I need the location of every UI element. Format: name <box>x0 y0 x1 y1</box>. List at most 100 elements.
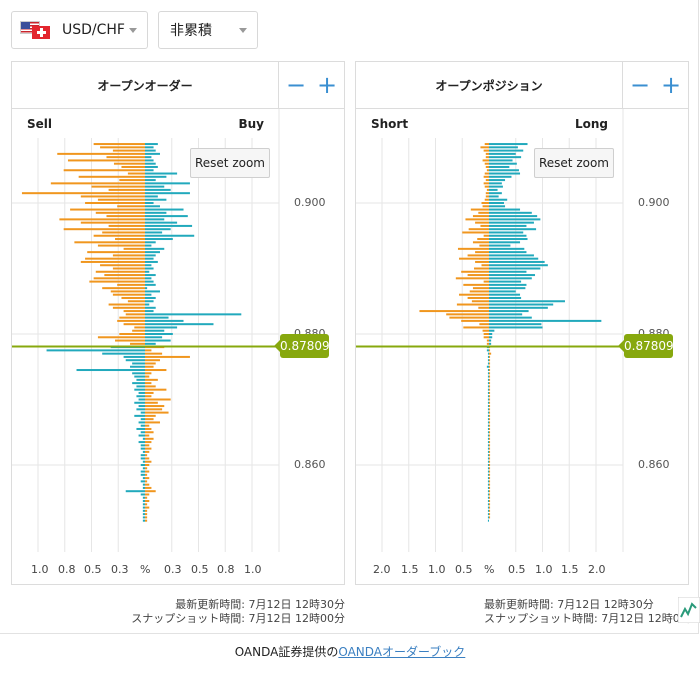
left-bar <box>67 159 145 162</box>
reset-zoom-button[interactable]: Reset zoom <box>190 148 270 178</box>
positions-snapshot-time: スナップショット時間: 7月12日 12時00分 <box>484 612 698 625</box>
right-bar <box>145 159 154 162</box>
left-bar <box>142 483 145 486</box>
left-bar <box>80 221 145 224</box>
zoom-controls: − + <box>279 62 344 109</box>
zoom-in-button[interactable]: + <box>316 71 338 99</box>
left-bar <box>125 359 145 362</box>
right-bar <box>145 408 163 411</box>
right-bar <box>489 427 491 430</box>
right-bar <box>145 247 165 250</box>
left-bar <box>485 195 489 198</box>
right-bar <box>489 454 491 457</box>
right-bar <box>145 280 154 283</box>
right-bar <box>145 500 150 503</box>
left-bar <box>462 231 489 234</box>
left-bar <box>134 375 145 378</box>
chevron-down-icon <box>129 28 137 33</box>
left-bar <box>142 500 145 503</box>
left-bar <box>449 316 489 319</box>
left-bar <box>419 310 489 313</box>
left-bar <box>487 516 489 519</box>
left-bar <box>486 188 489 191</box>
mode-select[interactable]: 非累積 <box>158 11 258 49</box>
right-bar <box>489 296 522 299</box>
zoom-out-button[interactable]: − <box>629 71 651 99</box>
left-bar <box>112 254 145 257</box>
right-bar <box>145 205 160 208</box>
left-bar <box>487 418 489 421</box>
left-bar <box>142 506 145 509</box>
panel-title: オープンオーダー <box>12 62 279 109</box>
right-bar <box>489 267 541 270</box>
right-bar <box>145 149 156 152</box>
left-bar <box>140 431 145 434</box>
left-bar <box>487 378 489 381</box>
right-bar <box>489 257 539 260</box>
left-bar <box>132 372 145 375</box>
right-bar <box>145 182 190 185</box>
right-bar <box>145 483 150 486</box>
zoom-out-button[interactable]: − <box>285 71 307 99</box>
x-tick-label: 1.0 <box>428 563 446 576</box>
left-bar <box>480 146 489 149</box>
currency-pair-select[interactable]: USD/CHF <box>11 11 148 49</box>
right-bar <box>489 310 529 313</box>
right-bar <box>489 293 521 296</box>
left-bar <box>130 342 145 345</box>
right-bar <box>145 398 171 401</box>
left-bar <box>97 198 145 201</box>
left-bar <box>140 424 145 427</box>
left-bar <box>482 205 489 208</box>
left-bar <box>485 179 489 182</box>
left-bar <box>59 218 145 221</box>
left-bar <box>456 303 489 306</box>
left-bar <box>467 254 489 257</box>
left-bar <box>484 185 489 188</box>
right-bar <box>145 355 190 358</box>
right-bar <box>489 464 491 466</box>
left-bar <box>487 362 489 365</box>
left-bar <box>89 280 145 283</box>
left-bar <box>478 306 489 309</box>
left-bar <box>93 143 145 146</box>
right-bar <box>145 208 184 211</box>
reset-zoom-button[interactable]: Reset zoom <box>534 148 614 178</box>
left-bar <box>487 382 489 385</box>
right-bar <box>489 441 491 444</box>
left-bar <box>471 300 489 303</box>
left-bar <box>484 172 489 175</box>
left-bar <box>142 467 145 470</box>
right-bar <box>145 270 150 273</box>
left-bar <box>485 165 489 168</box>
right-bar <box>489 385 491 388</box>
right-bar <box>145 198 167 201</box>
left-bar <box>93 277 145 280</box>
left-bar <box>487 447 489 450</box>
x-tick-label: 1.5 <box>401 563 419 576</box>
right-bar <box>489 326 543 329</box>
right-bar <box>145 405 165 408</box>
buy-label: Buy <box>238 117 264 131</box>
right-bar <box>145 162 156 165</box>
left-bar <box>487 385 489 388</box>
x-tick-label: 0.8 <box>58 563 76 576</box>
zoom-in-button[interactable]: + <box>660 71 682 99</box>
right-bar <box>145 228 171 231</box>
left-bar <box>486 342 489 345</box>
right-bar <box>145 467 148 470</box>
left-bar <box>115 238 145 241</box>
orderbook-link[interactable]: OANDAオーダーブック <box>338 645 466 659</box>
right-bar <box>145 306 156 309</box>
right-bar <box>489 329 495 332</box>
right-bar <box>145 195 158 198</box>
right-bar <box>489 473 491 476</box>
left-bar <box>487 477 489 480</box>
left-bar <box>474 267 489 270</box>
right-bar <box>145 519 148 522</box>
left-bar <box>93 234 145 237</box>
orders-snapshot-time: スナップショット時間: 7月12日 12時00分 <box>131 612 345 625</box>
left-bar <box>461 270 489 273</box>
right-bar <box>489 205 506 208</box>
right-bar <box>489 254 534 257</box>
